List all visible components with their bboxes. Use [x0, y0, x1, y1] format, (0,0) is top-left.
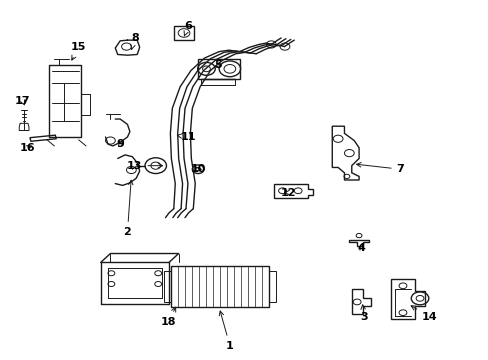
Bar: [163, 271, 171, 302]
Text: 12: 12: [280, 188, 296, 198]
Text: 8: 8: [130, 33, 139, 49]
Text: 11: 11: [177, 132, 196, 142]
Text: 2: 2: [123, 180, 133, 237]
Text: 1: 1: [219, 311, 233, 351]
Text: 14: 14: [410, 306, 437, 322]
Bar: [173, 26, 194, 40]
Text: 5: 5: [213, 60, 221, 70]
Text: 4: 4: [357, 243, 365, 253]
Bar: [171, 266, 268, 307]
Text: 10: 10: [190, 164, 205, 174]
Text: 6: 6: [183, 21, 192, 36]
Text: 9: 9: [116, 139, 124, 149]
Text: 15: 15: [71, 42, 86, 60]
Text: 13: 13: [127, 161, 163, 171]
Text: 18: 18: [161, 307, 176, 327]
Text: 3: 3: [360, 305, 367, 322]
Bar: [268, 271, 276, 302]
Text: 17: 17: [15, 96, 30, 106]
Text: 7: 7: [356, 163, 404, 174]
Text: 16: 16: [20, 143, 35, 153]
